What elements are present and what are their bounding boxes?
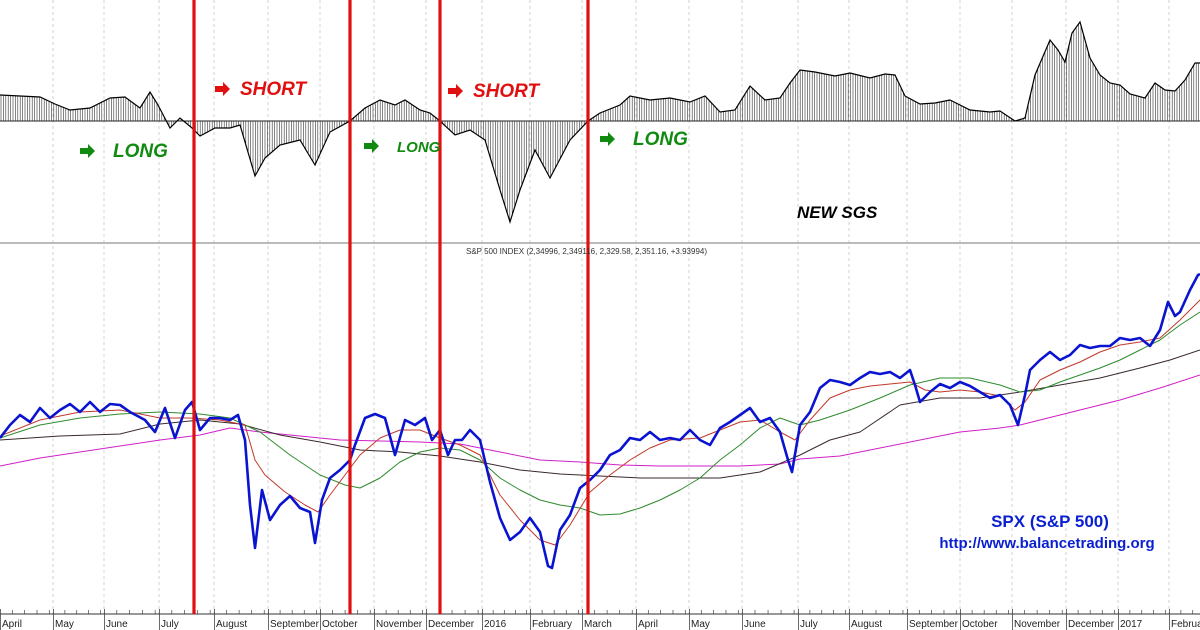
month-gridlines — [52, 0, 1170, 614]
signal-short: SHORT — [215, 79, 308, 100]
signal-labels: LONG SHORT LONG SHORT LONG — [80, 79, 688, 162]
x-axis-label: April — [638, 619, 658, 630]
x-axis-label: December — [1068, 619, 1115, 630]
oscillator-line — [0, 20, 1200, 225]
signal-label: LONG — [633, 129, 688, 150]
x-axis-label: March — [584, 619, 612, 630]
signal-label: SHORT — [240, 79, 308, 100]
x-axis-label: June — [744, 619, 766, 630]
x-axis-label: May — [55, 619, 74, 630]
x-axis-label: 2017 — [1120, 619, 1143, 630]
x-axis-label: September — [909, 619, 959, 630]
moving-average-line — [0, 299, 1200, 546]
arrow-right-icon — [80, 144, 95, 158]
x-axis: April May June July August September October No… — [0, 609, 1200, 630]
oscillator-title: NEW SGS — [797, 203, 878, 222]
signal-label: LONG — [113, 141, 168, 162]
x-axis-label: June — [106, 619, 128, 630]
signal-short: SHORT — [448, 81, 541, 102]
moving-average-line — [0, 311, 1200, 516]
x-axis-label: October — [962, 619, 998, 630]
x-axis-label: February — [1171, 619, 1200, 630]
oscillator-panel — [0, 20, 1200, 225]
price-series-header: S&P 500 INDEX (2,34996, 2,349116, 2,329.… — [466, 247, 707, 256]
x-axis-label: December — [428, 619, 475, 630]
x-axis-label: August — [216, 619, 247, 630]
brand-url[interactable]: http://www.balancetrading.org — [939, 535, 1154, 552]
x-axis-label: 2016 — [484, 619, 507, 630]
x-axis-label: April — [2, 619, 22, 630]
arrow-right-icon — [448, 84, 463, 98]
signal-label: LONG — [397, 139, 441, 156]
oscillator-histogram — [0, 23, 1199, 222]
x-axis-label: November — [1014, 619, 1061, 630]
x-axis-label: September — [270, 619, 320, 630]
x-axis-label: November — [376, 619, 423, 630]
signal-long: LONG — [364, 139, 441, 156]
signal-lines — [192, 0, 590, 614]
x-axis-label: February — [532, 619, 572, 630]
price-panel — [0, 272, 1200, 570]
spx-price-line — [0, 272, 1200, 570]
signal-long: LONG — [80, 141, 168, 162]
x-axis-label: May — [691, 619, 710, 630]
x-axis-label: October — [322, 619, 358, 630]
signal-long: LONG — [600, 129, 688, 150]
x-axis-label: July — [800, 619, 818, 630]
x-axis-label: July — [161, 619, 179, 630]
arrow-right-icon — [215, 82, 230, 96]
arrow-right-icon — [364, 139, 379, 153]
moving-average-line — [0, 374, 1200, 467]
arrow-right-icon — [600, 132, 615, 146]
brand-title: SPX (S&P 500) — [991, 512, 1109, 531]
x-axis-label: August — [851, 619, 882, 630]
signal-label: SHORT — [473, 81, 541, 102]
